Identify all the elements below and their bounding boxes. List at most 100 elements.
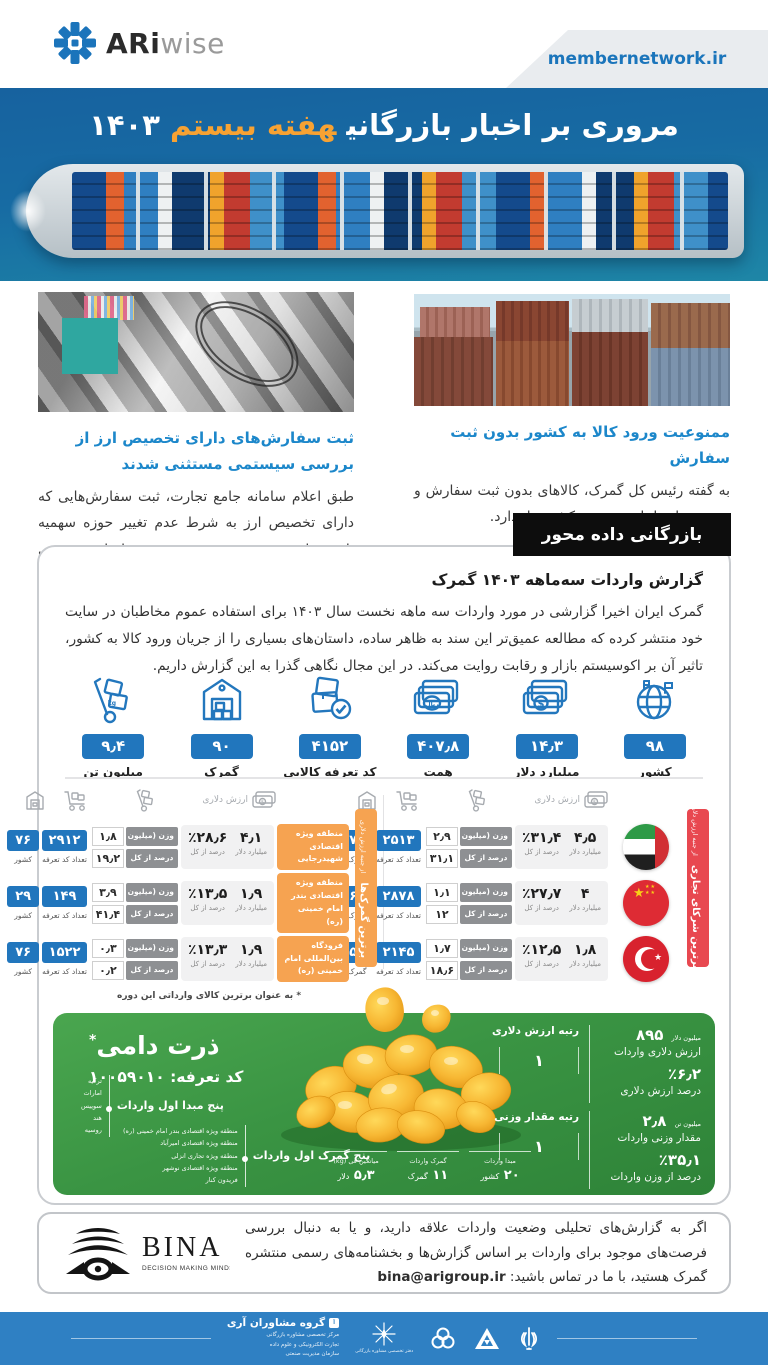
usd-value: ۸۹۵ xyxy=(635,1026,664,1044)
footer-divider-left xyxy=(70,1338,211,1339)
china-flag: ★ ★★ ★★ xyxy=(623,880,669,926)
country-count: ۲۹ کشور xyxy=(7,886,40,920)
weight-percent: ۳۱٫۱ xyxy=(425,848,458,868)
weight-block: وزن (میلیون تن)۰٫۳ درصد از کل۰٫۲ xyxy=(90,938,178,980)
svg-text:$: $ xyxy=(261,800,264,806)
kpi-label: همت xyxy=(423,765,453,779)
kpi-value: ۹۰ xyxy=(190,734,253,759)
corn-mini-table: مبدا واردات ۲۰ کشور گمرک واردات ۱۱ گمرک … xyxy=(325,1151,531,1183)
partners-banner-title: برترین شرکای تجاری xyxy=(690,864,701,969)
svg-text:kg: kg xyxy=(108,700,116,707)
value-block: ۱٫۹ میلیارد دلار ٪۱۳٫۵ درصد از کل xyxy=(180,881,274,925)
bina-email-link[interactable]: bina@arigroup.ir xyxy=(377,1269,506,1286)
warehouse-icon-small xyxy=(24,789,46,811)
kpi-million-tons: kg ۹٫۴ میلیون تن xyxy=(59,667,167,779)
divider xyxy=(65,777,703,779)
bina-contact-box: اگر به گزارش‌های تحلیلی وضعیت واردات علا… xyxy=(37,1212,731,1294)
ton-value: ۲٫۸ xyxy=(642,1112,667,1130)
avg-price-per-kg: میانگین فی (kg) ۵٫۳ دلار xyxy=(325,1151,387,1183)
dollar-value-stats: میلیون دلار ۸۹۵ ارزش دلاری واردات ٪۶٫۲ د… xyxy=(491,1025,701,1103)
svg-text:$: $ xyxy=(593,800,596,806)
svg-text:ریال: ریال xyxy=(426,701,440,708)
knot-logo xyxy=(429,1325,457,1353)
corn-highlight-box: ذرت دامی* کد تعرفه: ۱۰۰۵۹۰۱۰ ترکیه امارا… xyxy=(53,987,715,1195)
weight-value-stats: میلیون تن ۲٫۸ مقدار وزنی واردات ٪۳۵٫۱ در… xyxy=(491,1111,701,1189)
customs-row-imam-khomeini-airport: فرودگاه بین‌المللی امام خمینی (ره) ۱٫۹ می… xyxy=(7,935,349,983)
bina-wordmark: BINA xyxy=(142,1232,222,1263)
usd-percent: ٪۶٫۲ xyxy=(667,1065,701,1083)
hero-banner: مروری بر اخبار بازرگانی هفته بیستم ۱۴۰۳ xyxy=(0,88,768,281)
kpi-value: ۴۱۵۲ xyxy=(298,734,361,759)
value-block: ۴٫۵ میلیارد دلار ٪۳۱٫۴ درصد از کل xyxy=(514,825,608,869)
turkey-flag: ★ xyxy=(623,936,669,982)
news-title: ثبت سفارش‌های دارای تخصیص ارز از بررسی س… xyxy=(75,429,354,474)
kpi-value: ۹۸ xyxy=(623,734,686,759)
top-trading-partners-table: برترین شرکای تجاری از جنبه ارزش دلاری $ xyxy=(341,785,709,985)
corn-title: ذرت دامی xyxy=(96,1031,220,1060)
kpi-label: کد تعرفه کالایی xyxy=(283,765,377,779)
containers-photo xyxy=(414,294,730,406)
corn-footnote: * به عنوان برترین کالای وارداتی این دوره xyxy=(117,991,302,1001)
partner-row-uae: ۴٫۵ میلیارد دلار ٪۳۱٫۴ درصد از کل وزن (میل… xyxy=(341,823,681,871)
value-block: ۱٫۸ میلیارد دلار ٪۱۲٫۵ درصد از کل xyxy=(514,937,608,981)
customs-name: منطقه ویژه اقتصادی بندر امام خمینی (ره) xyxy=(277,873,349,933)
hero-title-highlight: هفته بیستم xyxy=(170,108,337,142)
site-band: membernetwork.ir xyxy=(506,30,768,88)
ari-square-icon: آ xyxy=(329,1318,340,1329)
origin-imports: مبدا واردات ۲۰ کشور xyxy=(469,1151,531,1183)
container-ship-photo xyxy=(10,164,744,258)
uae-flag xyxy=(623,824,669,870)
kpi-value: ۱۴٫۳ xyxy=(515,734,578,759)
kpi-label: میلیون تن xyxy=(83,765,143,779)
value-header-label: ارزش دلاری xyxy=(534,795,580,805)
bina-text: اگر به گزارش‌های تحلیلی وضعیت واردات علا… xyxy=(245,1219,707,1286)
trade-office-logo: دفتر تخصصی مشاوره بازرگانی xyxy=(355,1321,413,1355)
corn-kernels-loose xyxy=(353,979,463,1049)
customs-header-row: $ ارزش دلاری xyxy=(26,785,349,815)
customs-list-label: پنج گمرک اول واردات xyxy=(252,1149,371,1163)
ari-consultants-logo: آ گروه مشاوران آری مرکز تخصصی مشاوره بازر… xyxy=(226,1317,340,1358)
kpi-row: ۹۸ کشور $ ۱۴٫۳ میلیارد دلار xyxy=(59,667,709,779)
corn-title-asterisk: * xyxy=(89,1032,97,1049)
tables-divider xyxy=(383,795,384,969)
partner-row-china: ★ ★★ ★★ ۴ میلیارد دلار ٪۲۷٫۷ درصد از کل وزن … xyxy=(341,879,681,927)
tariff-count: ۱۴۹ تعداد کد تعرفه xyxy=(42,886,87,920)
kpi-label: کشور xyxy=(638,765,672,779)
ton-percent: ٪۳۵٫۱ xyxy=(658,1151,701,1169)
money-bill-icon: $ xyxy=(252,791,276,809)
kpi-countries: ۹۸ کشور xyxy=(601,667,709,779)
corn-title-block: ذرت دامی* کد تعرفه: ۱۰۰۵۹۰۱۰ xyxy=(89,1031,243,1086)
rial-bills-icon: ریال xyxy=(384,667,492,725)
ariwise-logo: ARiwise xyxy=(54,22,225,64)
origins-list: ترکیه امارات سوییس هند روسیه xyxy=(81,1077,102,1135)
bina-logo: BINA DECISION MAKING MINDSETS xyxy=(61,1222,231,1284)
country-count: ۷۶ کشور xyxy=(7,830,40,864)
handtruck-icon-small xyxy=(466,788,488,812)
top-customs-cluster: منطقه ویژه اقتصادی بندر امام خمینی (ره) … xyxy=(123,1125,370,1187)
partners-banner: برترین شرکای تجاری از جنبه ارزش دلاری xyxy=(687,802,709,969)
section-badge-data-driven-trade: بازرگانی داده محور xyxy=(513,513,731,556)
kpi-value: ۴۰۷٫۸ xyxy=(407,734,470,759)
partner-row-turkey: ★ ۱٫۸ میلیارد دلار ٪۱۲٫۵ درصد از کل وزن (م… xyxy=(341,935,681,983)
tariff-count: ۲۱۴۵ تعداد کد تعرفه xyxy=(376,942,421,976)
weight: ۲٫۹ xyxy=(425,826,458,846)
partners-header-row: $ ارزش دلاری xyxy=(358,785,681,815)
footer-divider-right xyxy=(557,1338,698,1339)
trolley-icon xyxy=(63,788,89,812)
brand-light: wise xyxy=(160,26,225,60)
tariff-count: ۲۵۱۳ تعداد کد تعرفه xyxy=(376,830,421,864)
customs-banner-title: برترین گمرک‌ها xyxy=(358,882,369,959)
customs-report-box: گزارش واردات سه‌ماهه ۱۴۰۳ گمرک گمرک ایرا… xyxy=(7,545,731,1205)
news-title: ممنوعیت ورود کالا به کشور بدون ثبت سفارش xyxy=(450,423,730,468)
customs-row-shahid-rajaee: منطقه ویژه اقتصادی شهیدرجایی ۴٫۱ میلیارد … xyxy=(7,823,349,871)
origins-label: پنج مبدا اول واردات xyxy=(116,1099,224,1113)
site-link[interactable]: membernetwork.ir xyxy=(547,49,727,69)
handtruck-icon-small xyxy=(134,788,156,812)
trolley-icon xyxy=(395,788,421,812)
iran-emblem-logo xyxy=(517,1325,541,1353)
